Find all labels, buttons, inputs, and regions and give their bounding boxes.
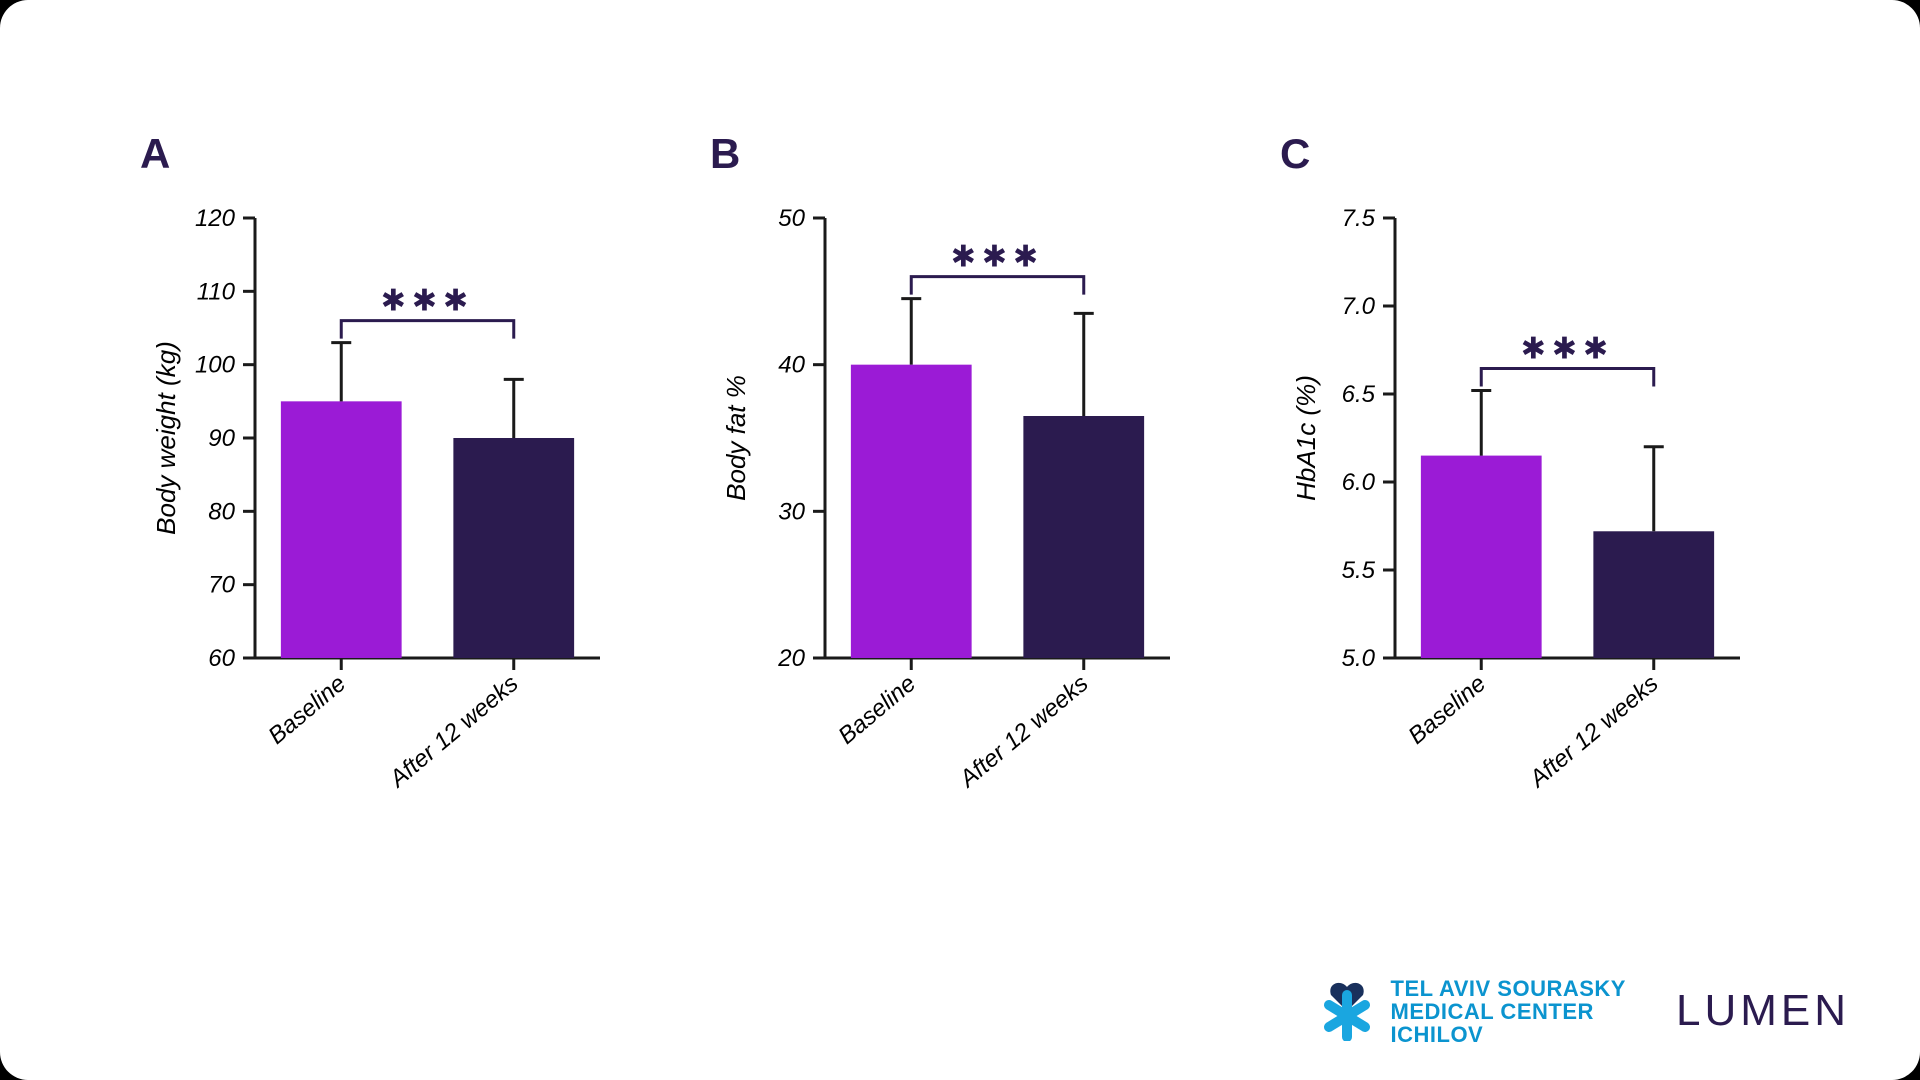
ytick-label: 70 bbox=[208, 572, 235, 599]
error-bar bbox=[1644, 447, 1664, 531]
bar-after bbox=[1593, 531, 1714, 658]
error-bar bbox=[901, 299, 921, 365]
bar-baseline bbox=[851, 365, 972, 658]
ytick-label: 5.0 bbox=[1342, 645, 1376, 672]
panel-C: C 5.0 5.5 6.0 6.5 7.0 7.5 HbA1c (%) Baseline Afte… bbox=[1280, 130, 1780, 828]
error-bar bbox=[1074, 313, 1094, 416]
significance-bracket bbox=[341, 321, 514, 339]
ytick-label: 50 bbox=[778, 205, 805, 232]
xtick-label: Baseline bbox=[263, 670, 351, 750]
panels-row: A 60 70 80 90 100 110 120 Body weight (kg) Baseli… bbox=[140, 130, 1780, 828]
panel-A: A 60 70 80 90 100 110 120 Body weight (kg) Baseli… bbox=[140, 130, 640, 828]
tams-icon bbox=[1317, 981, 1377, 1041]
ytick-label: 120 bbox=[195, 205, 236, 232]
chart-svg: 5.0 5.5 6.0 6.5 7.0 7.5 HbA1c (%) Baseline After… bbox=[1280, 188, 1780, 828]
xtick-label: Baseline bbox=[1403, 670, 1491, 750]
tams-line3: ICHILOV bbox=[1391, 1023, 1626, 1046]
significance-stars: ✱✱✱ bbox=[1521, 332, 1614, 365]
chart-box: 5.0 5.5 6.0 6.5 7.0 7.5 HbA1c (%) Baseline After… bbox=[1280, 188, 1780, 828]
bar-baseline bbox=[281, 401, 402, 658]
chart-box: 20 30 40 50 Body fat % Baseline After 12 weeks… bbox=[710, 188, 1210, 828]
ytick-label: 40 bbox=[778, 352, 805, 379]
ytick-label: 7.5 bbox=[1342, 205, 1376, 232]
xtick-label: After 12 weeks bbox=[1523, 670, 1663, 794]
ytick-label: 30 bbox=[778, 498, 805, 525]
chart-box: 60 70 80 90 100 110 120 Body weight (kg) Baselin… bbox=[140, 188, 640, 828]
logos-area: TEL AVIV SOURASKY MEDICAL CENTER ICHILOV… bbox=[1317, 977, 1851, 1046]
bar-after bbox=[1023, 416, 1144, 658]
panel-B: B 20 30 40 50 Body fat % Baseline After 12 week… bbox=[710, 130, 1210, 828]
tams-star-icon bbox=[1329, 995, 1365, 1037]
ytick-label: 6.0 bbox=[1342, 469, 1376, 496]
xtick-label: Baseline bbox=[833, 670, 921, 750]
tams-text: TEL AVIV SOURASKY MEDICAL CENTER ICHILOV bbox=[1391, 977, 1626, 1046]
chart-svg: 60 70 80 90 100 110 120 Body weight (kg) Baselin… bbox=[140, 188, 640, 828]
ylabel: Body weight (kg) bbox=[151, 341, 181, 535]
tams-logo: TEL AVIV SOURASKY MEDICAL CENTER ICHILOV bbox=[1317, 977, 1626, 1046]
significance-bracket bbox=[1481, 368, 1654, 386]
ylabel: Body fat % bbox=[721, 375, 751, 501]
bar-after bbox=[453, 438, 574, 658]
xtick-label: After 12 weeks bbox=[953, 670, 1093, 794]
ytick-label: 6.5 bbox=[1342, 381, 1376, 408]
ytick-label: 80 bbox=[208, 498, 235, 525]
ytick-label: 90 bbox=[208, 425, 235, 452]
significance-stars: ✱✱✱ bbox=[381, 285, 474, 318]
chart-svg: 20 30 40 50 Body fat % Baseline After 12 weeks… bbox=[710, 188, 1210, 828]
tams-line2: MEDICAL CENTER bbox=[1391, 1000, 1626, 1023]
significance-bracket bbox=[911, 277, 1084, 295]
tams-line1: TEL AVIV SOURASKY bbox=[1391, 977, 1626, 1000]
ytick-label: 100 bbox=[195, 352, 236, 379]
ytick-label: 20 bbox=[777, 645, 805, 672]
error-bar bbox=[331, 343, 351, 402]
bar-baseline bbox=[1421, 456, 1542, 658]
xtick-label: After 12 weeks bbox=[383, 670, 523, 794]
ytick-label: 60 bbox=[208, 645, 235, 672]
lumen-logo: LUMEN bbox=[1676, 986, 1850, 1036]
significance-stars: ✱✱✱ bbox=[951, 241, 1044, 274]
ytick-label: 110 bbox=[197, 278, 236, 305]
panel-label: B bbox=[710, 130, 1210, 178]
error-bar bbox=[1471, 390, 1491, 455]
ytick-label: 5.5 bbox=[1342, 557, 1376, 584]
card: A 60 70 80 90 100 110 120 Body weight (kg) Baseli… bbox=[0, 0, 1920, 1080]
ytick-label: 7.0 bbox=[1342, 293, 1376, 320]
error-bar bbox=[504, 379, 524, 438]
ylabel: HbA1c (%) bbox=[1291, 375, 1321, 501]
panel-label: A bbox=[140, 130, 640, 178]
panel-label: C bbox=[1280, 130, 1780, 178]
